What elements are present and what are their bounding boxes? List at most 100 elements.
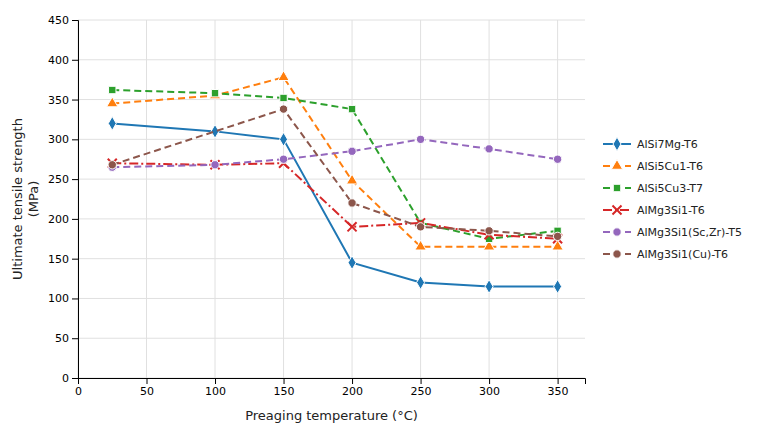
grid-line-x <box>420 20 421 378</box>
point-group <box>280 132 288 146</box>
point <box>279 105 287 113</box>
series-line <box>112 163 557 239</box>
tick-label: 100 <box>48 292 69 305</box>
tick-label: 50 <box>140 385 154 398</box>
point <box>415 240 426 250</box>
tick-mark <box>72 60 78 61</box>
tick: 250 <box>48 173 78 186</box>
point-group <box>211 89 218 96</box>
point-group <box>416 223 424 231</box>
tick-label: 150 <box>48 253 69 266</box>
tick: 0 <box>62 372 78 385</box>
point-group <box>211 160 220 169</box>
tick: 200 <box>48 213 78 226</box>
grid-line-y <box>78 258 585 259</box>
tick: 350 <box>48 94 78 107</box>
legend-symbol <box>613 184 620 191</box>
point <box>108 161 116 169</box>
chart: 0501001502002503003500501001502002503003… <box>0 0 780 430</box>
point-group <box>485 145 493 153</box>
tick-label: 400 <box>48 54 69 67</box>
legend-label: AlMg3Si1-T6 <box>637 204 705 217</box>
point-group <box>279 155 287 163</box>
point-group <box>348 147 356 155</box>
tick-mark <box>72 179 78 180</box>
point <box>485 145 493 153</box>
point <box>278 71 289 81</box>
point-group <box>211 161 219 169</box>
tick-mark <box>72 139 78 140</box>
point <box>416 135 424 143</box>
point <box>348 199 356 207</box>
tick-label: 0 <box>62 372 69 385</box>
legend-symbol-group <box>613 228 621 236</box>
point <box>417 276 425 290</box>
grid-line-y <box>78 99 585 100</box>
point <box>109 86 116 93</box>
tick-label: 250 <box>48 173 69 186</box>
point <box>107 97 118 107</box>
point <box>553 155 561 163</box>
legend-symbol-group <box>613 250 621 258</box>
point-group <box>107 97 118 107</box>
tick: 350 <box>548 378 569 398</box>
legend-symbol-group <box>611 159 622 169</box>
point <box>108 117 116 131</box>
tick-label: 100 <box>205 385 226 398</box>
tick-label: 50 <box>55 332 69 345</box>
point-group <box>108 161 116 169</box>
series-points <box>107 71 564 250</box>
axis-line <box>72 21 79 379</box>
legend-symbol-group <box>612 205 621 214</box>
grid-line-y <box>78 59 585 60</box>
legend-label: AlSi7Mg-T6 <box>637 138 698 151</box>
grid-line-y <box>78 218 585 219</box>
point <box>485 280 493 294</box>
point <box>346 174 357 184</box>
plot: 0501001502002503003500501001502002503003… <box>10 14 586 423</box>
tick-label: 0 <box>75 385 82 398</box>
point <box>553 232 561 240</box>
series-line <box>112 123 557 286</box>
legend-item: AlSi5Cu3-T7 <box>603 182 703 195</box>
tick-mark <box>72 259 78 260</box>
point-group <box>348 199 356 207</box>
y-axis: 050100150200250300350400450 <box>48 14 79 385</box>
grid-line-x <box>146 20 147 378</box>
legend-item: AlMg3Si1-T6 <box>603 204 705 217</box>
tick-mark <box>72 219 78 220</box>
point-group <box>416 135 424 143</box>
tick-mark <box>558 378 559 384</box>
tick: 300 <box>479 378 500 398</box>
point-group <box>346 174 357 184</box>
tick: 0 <box>75 378 82 398</box>
legend-item: AlSi7Mg-T6 <box>603 137 698 151</box>
grid-line-x <box>557 20 558 378</box>
grid-line-y <box>78 179 585 180</box>
point-group <box>417 276 425 290</box>
tick-mark <box>147 378 148 384</box>
tick: 100 <box>48 292 78 305</box>
tick-mark <box>72 338 78 339</box>
point <box>416 223 424 231</box>
tick-mark <box>352 378 353 384</box>
tick-mark <box>421 378 422 384</box>
point-group <box>109 86 116 93</box>
legend-label: AlSi5Cu1-T6 <box>637 160 703 173</box>
x-axis-title: Preaging temperature (°C) <box>245 408 418 423</box>
point-group <box>553 232 561 240</box>
legend-symbol <box>613 228 621 236</box>
point-group <box>209 89 220 99</box>
tick-label: 300 <box>479 385 500 398</box>
tick: 200 <box>342 378 363 398</box>
tick-label: 200 <box>342 385 363 398</box>
point-group <box>108 117 116 131</box>
tick: 50 <box>140 378 154 398</box>
tick-label: 350 <box>548 385 569 398</box>
grid-line-y <box>78 139 585 140</box>
legend-item: AlSi5Cu1-T6 <box>603 159 703 172</box>
tick: 100 <box>205 378 226 398</box>
point-group <box>485 280 493 294</box>
legend-label: AlMg3Si1(Sc,Zr)-T5 <box>637 226 742 239</box>
point <box>211 89 218 96</box>
